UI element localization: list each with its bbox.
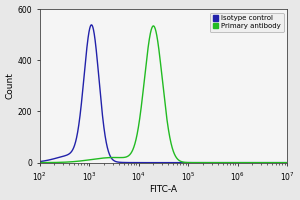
X-axis label: FITC-A: FITC-A [149,185,177,194]
Legend: Isotype control, Primary antibody: Isotype control, Primary antibody [210,13,284,32]
Y-axis label: Count: Count [6,72,15,99]
